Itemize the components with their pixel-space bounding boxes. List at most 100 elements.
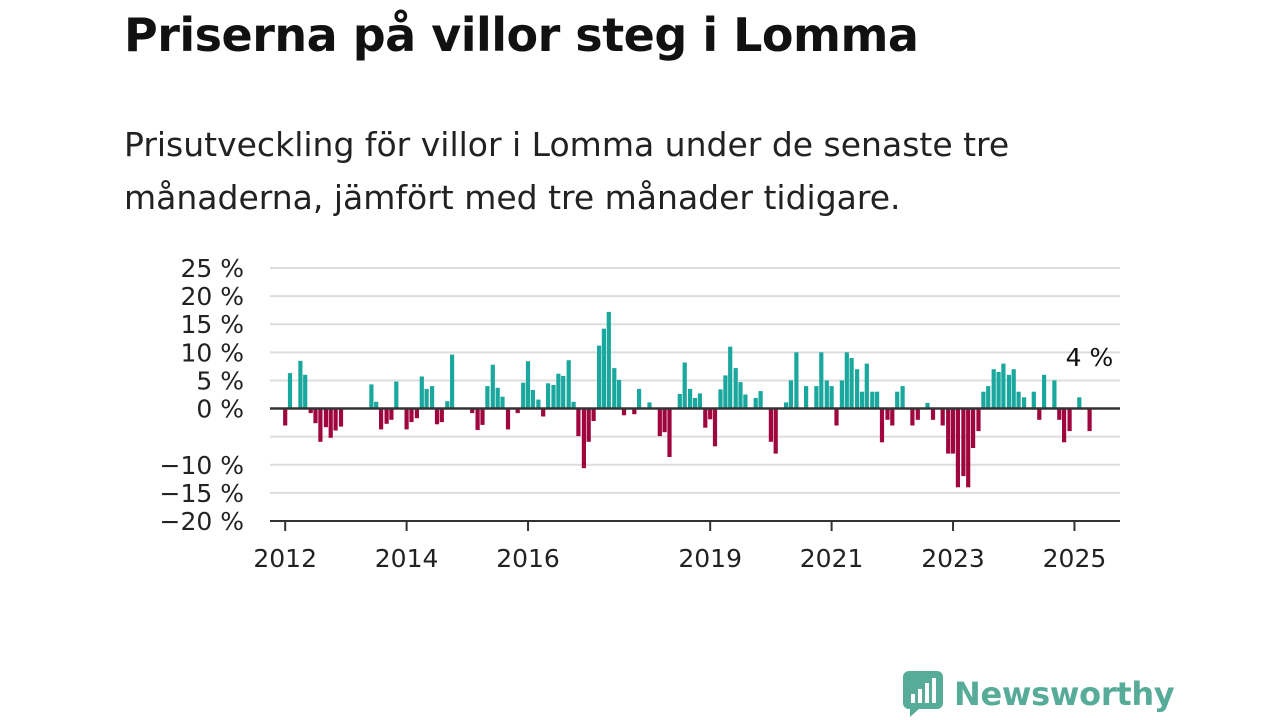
bar bbox=[439, 408, 444, 423]
bar bbox=[475, 408, 480, 430]
x-tick-label: 2023 bbox=[921, 544, 985, 573]
bar bbox=[708, 408, 713, 420]
bar bbox=[480, 408, 485, 425]
bar bbox=[849, 358, 854, 409]
y-tick-label: −20 % bbox=[160, 507, 244, 536]
y-tick-label: 20 % bbox=[180, 282, 244, 311]
bar bbox=[389, 408, 394, 420]
bar bbox=[601, 328, 606, 409]
bar bbox=[738, 382, 743, 409]
chart-labels: 25 %20 %15 %10 %5 %0 % −10 %−15 %−20 % 201… bbox=[160, 254, 1114, 573]
bar bbox=[733, 368, 738, 409]
bar bbox=[915, 408, 920, 420]
bar bbox=[1022, 397, 1027, 409]
bar bbox=[632, 408, 637, 415]
bar bbox=[855, 369, 860, 409]
bar bbox=[950, 408, 956, 454]
bar bbox=[551, 384, 556, 409]
bar bbox=[1042, 374, 1047, 409]
bar bbox=[804, 386, 809, 409]
bar bbox=[875, 391, 880, 409]
bar bbox=[773, 408, 778, 454]
bar bbox=[338, 408, 344, 427]
chart-bars bbox=[283, 311, 1092, 488]
bar bbox=[971, 408, 976, 448]
bar bbox=[743, 394, 748, 409]
bar bbox=[495, 387, 500, 409]
x-tick-label: 2014 bbox=[375, 544, 439, 573]
bar bbox=[414, 408, 419, 419]
bar bbox=[753, 397, 758, 409]
bar bbox=[1087, 408, 1092, 432]
bar bbox=[819, 352, 824, 409]
bar bbox=[996, 372, 1001, 409]
bar bbox=[1016, 391, 1021, 409]
y-tick-label: 10 % bbox=[180, 338, 244, 367]
bar bbox=[287, 373, 293, 409]
bar bbox=[1062, 408, 1067, 443]
bar bbox=[384, 408, 389, 424]
bar bbox=[688, 388, 693, 409]
x-tick-label: 2019 bbox=[678, 544, 742, 573]
bar bbox=[505, 408, 511, 430]
bar bbox=[541, 408, 546, 417]
bar bbox=[536, 399, 541, 409]
bar bbox=[728, 346, 733, 409]
bar bbox=[333, 408, 338, 431]
bar bbox=[566, 360, 571, 409]
x-tick-label: 2012 bbox=[253, 544, 317, 573]
bar bbox=[445, 401, 450, 409]
bar bbox=[525, 361, 531, 409]
bar bbox=[606, 311, 611, 409]
bar bbox=[784, 402, 789, 409]
bar bbox=[500, 396, 505, 409]
y-tick-label: 5 % bbox=[196, 366, 244, 395]
bar bbox=[637, 388, 642, 409]
bar bbox=[1037, 408, 1042, 420]
bar bbox=[430, 386, 435, 409]
bar bbox=[925, 402, 930, 409]
bar bbox=[940, 408, 945, 426]
bar bbox=[313, 408, 318, 424]
y-tick-label: 15 % bbox=[180, 310, 244, 339]
chart-bubble-icon bbox=[903, 671, 943, 717]
x-tick-label: 2021 bbox=[800, 544, 864, 573]
y-tick-label: 0 % bbox=[196, 395, 244, 424]
bar bbox=[434, 408, 440, 425]
bar bbox=[895, 391, 900, 409]
bar bbox=[485, 386, 490, 409]
x-tick-label: 2016 bbox=[496, 544, 560, 573]
bar bbox=[859, 391, 865, 409]
end-value-label: 4 % bbox=[1066, 343, 1114, 372]
bar bbox=[283, 408, 288, 426]
bar bbox=[814, 386, 819, 409]
bar bbox=[758, 391, 763, 409]
bar bbox=[308, 408, 313, 414]
bar bbox=[586, 408, 591, 442]
bar bbox=[404, 408, 409, 430]
bar bbox=[617, 379, 622, 409]
bar bbox=[530, 390, 535, 409]
bar bbox=[1057, 408, 1062, 420]
bar bbox=[424, 388, 429, 409]
bar bbox=[1031, 391, 1036, 409]
bar bbox=[419, 376, 424, 409]
bar bbox=[930, 408, 936, 420]
page-title: Priserna på villor steg i Lomma bbox=[124, 8, 919, 62]
bar bbox=[981, 391, 986, 409]
bar bbox=[834, 408, 839, 426]
bar bbox=[369, 384, 374, 409]
bar bbox=[561, 375, 566, 409]
bar bbox=[328, 408, 333, 438]
bar bbox=[490, 364, 495, 409]
bar bbox=[723, 375, 728, 409]
bar bbox=[521, 382, 526, 409]
newsworthy-logo: Newsworthy bbox=[902, 670, 1175, 718]
bar bbox=[768, 408, 773, 442]
bar bbox=[794, 352, 799, 409]
bar bbox=[864, 363, 869, 409]
bar bbox=[946, 408, 951, 454]
bar bbox=[546, 383, 551, 409]
chart-axes bbox=[270, 407, 1120, 531]
bar bbox=[621, 408, 627, 416]
